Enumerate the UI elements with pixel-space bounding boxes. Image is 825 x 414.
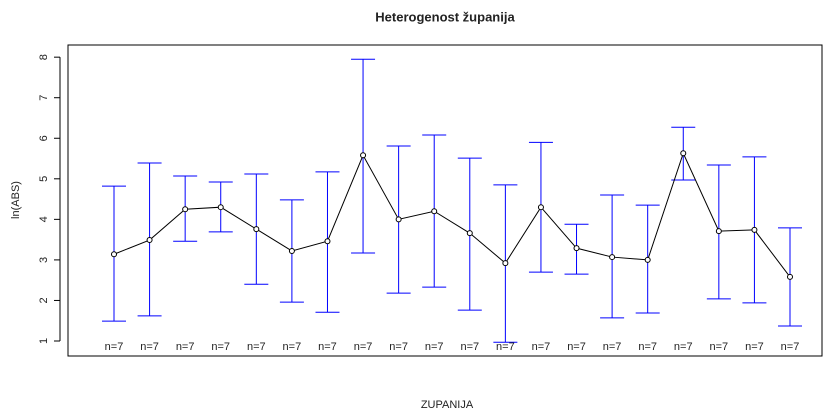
n-label: n=7	[318, 341, 337, 353]
mean-point	[751, 226, 758, 233]
mean-point	[146, 237, 153, 244]
y-tick-label: 6	[38, 135, 50, 141]
y-tick-label: 2	[38, 297, 50, 303]
chart-title: Heterogenost županija	[375, 9, 515, 24]
y-axis-label: ln(ABS)	[10, 181, 22, 219]
x-axis-label: ZUPANIJA	[421, 399, 474, 411]
plot-frame	[67, 44, 823, 357]
mean-point	[680, 150, 687, 157]
n-label: n=7	[176, 341, 195, 353]
mean-point	[253, 226, 260, 233]
mean-point	[537, 204, 544, 211]
n-label: n=7	[532, 341, 551, 353]
n-label: n=7	[211, 341, 230, 353]
y-tick-label: 7	[38, 95, 50, 101]
mean-point	[182, 206, 189, 213]
mean-point	[573, 245, 580, 252]
y-tick-label: 8	[38, 54, 50, 60]
n-label: n=7	[460, 341, 479, 353]
mean-point	[644, 256, 651, 263]
n-label: n=7	[567, 341, 586, 353]
y-tick-label: 4	[38, 216, 50, 222]
n-label: n=7	[781, 341, 800, 353]
mean-point	[787, 273, 793, 280]
n-label: n=7	[710, 341, 729, 353]
mean-line	[113, 151, 791, 278]
n-label: n=7	[603, 341, 622, 353]
mean-point	[466, 230, 473, 237]
n-label: n=7	[674, 341, 693, 353]
mean-point	[715, 228, 722, 235]
n-label: n=7	[247, 341, 266, 353]
n-label: n=7	[389, 341, 408, 353]
n-label: n=7	[283, 341, 302, 353]
n-label: n=7	[354, 341, 373, 353]
mean-point	[431, 208, 438, 215]
y-tick-label: 3	[38, 257, 50, 263]
mean-point	[395, 216, 402, 223]
y-tick-label: 5	[38, 176, 50, 182]
n-label: n=7	[745, 341, 764, 353]
n-label: n=7	[638, 341, 657, 353]
mean-point	[609, 254, 616, 261]
mean-point	[111, 251, 117, 258]
n-label: n=7	[140, 341, 159, 353]
mean-point	[288, 247, 295, 254]
n-label: n=7	[105, 341, 124, 353]
mean-point	[502, 260, 509, 267]
n-label: n=7	[496, 341, 515, 353]
mean-point	[360, 152, 367, 159]
mean-point	[324, 238, 331, 245]
n-label: n=7	[425, 341, 444, 353]
mean-point	[217, 204, 224, 211]
y-tick-label: 1	[38, 338, 50, 344]
